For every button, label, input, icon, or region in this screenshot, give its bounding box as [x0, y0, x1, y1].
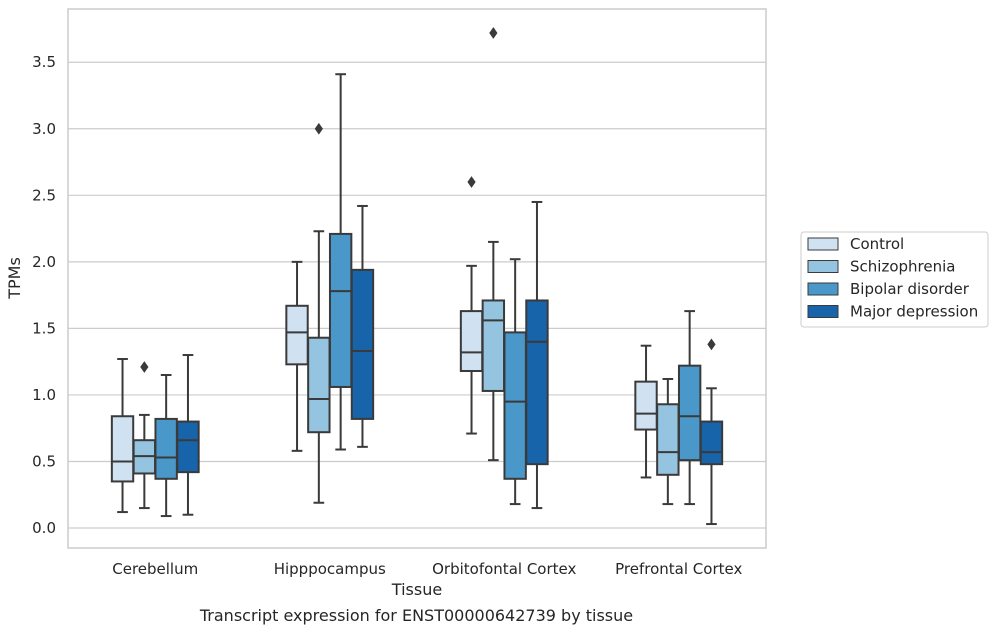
x-tick-label: Orbitofontal Cortex [432, 560, 576, 578]
y-tick-label: 1.5 [32, 319, 56, 337]
y-tick-label: 3.0 [32, 120, 56, 138]
outlier-point [140, 361, 149, 373]
y-tick-label: 0.0 [32, 519, 56, 537]
outlier-point [707, 338, 716, 351]
x-tick-label: Cerebellum [112, 560, 198, 578]
box-plot-area [110, 27, 724, 526]
box-bipolar-disorder [503, 258, 527, 506]
legend-label: Schizophrenia [850, 258, 955, 276]
box-control [285, 260, 309, 452]
box-schizophrenia [481, 27, 506, 462]
y-tick-label: 1.0 [32, 386, 56, 404]
legend-label: Bipolar disorder [850, 280, 970, 298]
y-axis-ticks: 0.0 0.5 1.0 1.5 2.0 2.5 3.0 3.5 [32, 53, 56, 537]
iqr-box [503, 331, 527, 480]
iqr-box [307, 336, 331, 434]
box-control [110, 358, 135, 514]
box-schizophrenia [307, 122, 331, 504]
y-tick-label: 2.0 [32, 253, 56, 271]
legend-swatch [807, 237, 839, 251]
iqr-box [154, 417, 178, 480]
x-axis-title: Tissue [391, 580, 442, 599]
box-control [634, 344, 658, 479]
outlier-point [489, 27, 498, 39]
box-bipolar-disorder [154, 373, 178, 518]
box-bipolar-disorder [328, 73, 353, 451]
iqr-box [656, 403, 680, 476]
figure-caption: Transcript expression for ENST0000064273… [199, 606, 634, 625]
legend-label: Control [850, 235, 904, 253]
box-major-depression [525, 200, 549, 510]
iqr-box [285, 304, 309, 366]
y-tick-label: 3.5 [32, 53, 56, 71]
legend-frame [800, 231, 989, 328]
box-major-depression [176, 354, 200, 516]
iqr-box [634, 380, 658, 431]
box-bipolar-disorder [677, 310, 702, 506]
plot-frame [67, 8, 767, 549]
iqr-box [328, 232, 353, 388]
y-tick-label: 2.5 [32, 186, 56, 204]
x-axis-ticks: Cerebellum Hipppocampus Orbitofontal Corte… [112, 560, 742, 578]
iqr-box [110, 415, 135, 483]
x-tick-label: Prefrontal Cortex [615, 560, 742, 578]
legend: Control Schizophrenia Bipolar disorder Majo… [800, 231, 989, 328]
iqr-box [459, 310, 484, 372]
iqr-box [481, 299, 506, 392]
outlier-point [467, 176, 476, 188]
box-schizophrenia [132, 361, 157, 510]
iqr-box [176, 420, 200, 474]
iqr-box [699, 420, 724, 466]
y-tick-label: 0.5 [32, 452, 56, 470]
box-major-depression [699, 338, 724, 526]
y-axis-title: TPMs [5, 257, 24, 300]
box-major-depression [350, 204, 375, 448]
iqr-box [525, 299, 549, 466]
legend-swatch [807, 282, 839, 296]
legend-swatch [807, 260, 839, 273]
legend-swatch [807, 305, 839, 318]
legend-label: Major depression [850, 303, 978, 321]
x-tick-label: Hipppocampus [274, 560, 386, 578]
box-schizophrenia [656, 377, 680, 506]
iqr-box [677, 364, 702, 462]
outlier-point [314, 122, 323, 135]
iqr-box [350, 268, 375, 420]
